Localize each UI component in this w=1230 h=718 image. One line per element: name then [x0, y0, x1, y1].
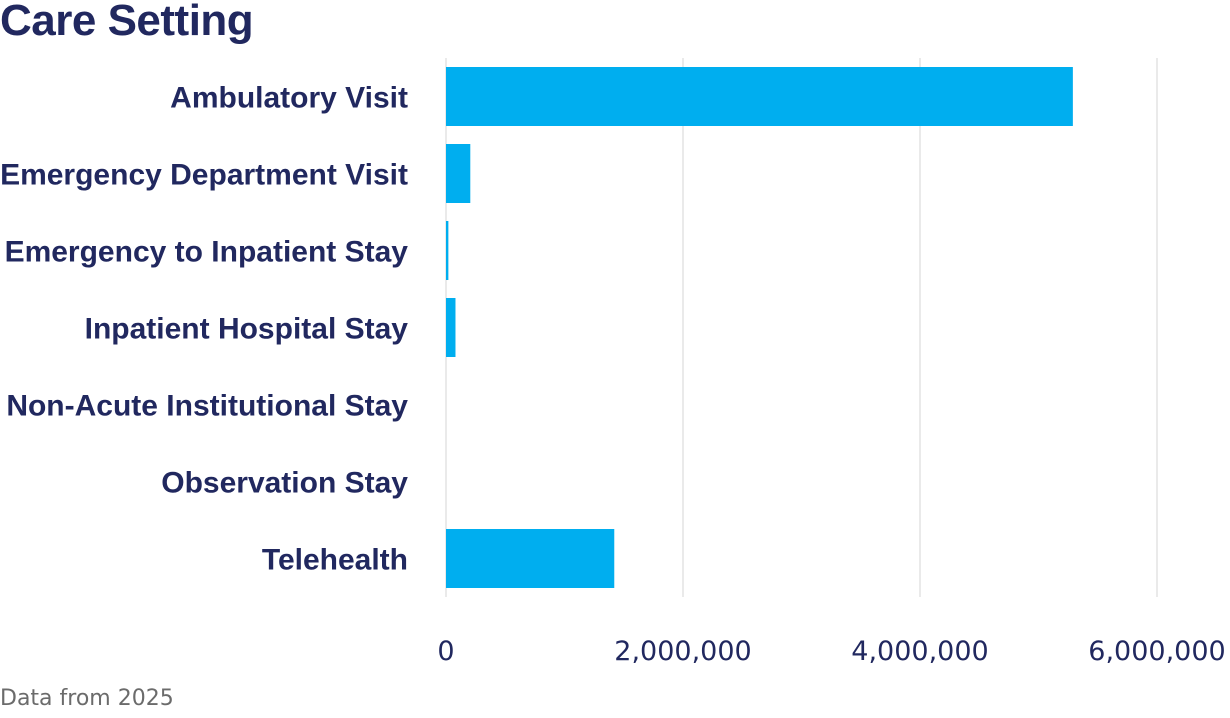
chart-title: Care Setting — [0, 0, 254, 45]
bar-3 — [446, 298, 456, 357]
category-label-6: Telehealth — [262, 544, 408, 577]
category-label-0: Ambulatory Visit — [170, 82, 408, 115]
category-label-2: Emergency to Inpatient Stay — [5, 236, 409, 269]
category-label-4: Non-Acute Institutional Stay — [6, 390, 408, 423]
bar-2 — [446, 221, 449, 280]
category-label-5: Observation Stay — [161, 467, 408, 500]
x-tick-label-3: 6,000,000 — [1088, 636, 1225, 667]
bar-6 — [446, 529, 615, 588]
bar-0 — [446, 67, 1073, 126]
bar-1 — [446, 144, 471, 203]
x-tick-label-1: 2,000,000 — [614, 636, 751, 667]
x-tick-label-0: 0 — [437, 636, 454, 667]
data-source-note: Data from 2025 — [0, 686, 174, 711]
x-tick-label-2: 4,000,000 — [851, 636, 988, 667]
category-label-1: Emergency Department Visit — [0, 159, 408, 192]
category-label-3: Inpatient Hospital Stay — [85, 313, 409, 346]
